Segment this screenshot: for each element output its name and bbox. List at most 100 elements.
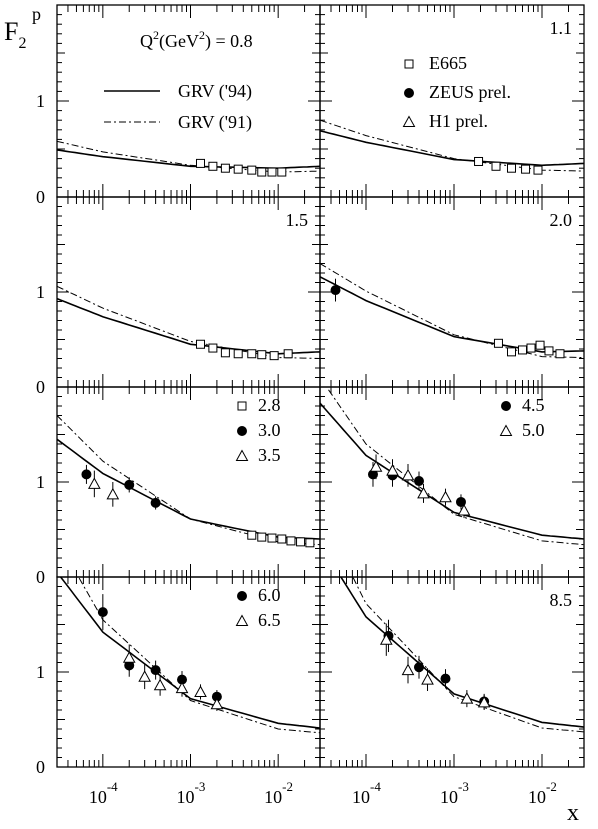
triangle-point [439, 490, 452, 503]
square-point [521, 164, 531, 174]
legend-q2-value: 2.8 [258, 395, 281, 415]
square-point [517, 345, 527, 355]
legend-q2-value: 4.5 [522, 395, 545, 415]
q2-value-label: 1.5 [286, 210, 309, 230]
triangle-point [122, 651, 136, 663]
square-point [533, 165, 543, 175]
panel-7: 6.0 6.5 1 0 [36, 576, 321, 777]
legend-square-marker [404, 59, 414, 69]
legend-triangle-marker [235, 449, 249, 461]
legend-circle-marker [501, 401, 511, 411]
triangle-point [87, 477, 101, 489]
square-point [277, 167, 287, 177]
triangle-point [379, 633, 393, 645]
y-axis-sup: p [32, 4, 41, 24]
legend-q2-value: 6.5 [258, 610, 281, 630]
curve-grv91 [77, 577, 320, 734]
q2-value-label: 8.5 [550, 590, 573, 610]
circle-point [330, 285, 341, 296]
square-point [257, 350, 267, 360]
triangle-point [477, 695, 491, 708]
y-tick-label: 0 [36, 757, 45, 777]
curve-grv94 [339, 577, 584, 728]
y-tick-label: 1 [36, 662, 45, 682]
legend-curve-label: GRV ('91) [178, 112, 252, 133]
x-tick-label: 10-4 [352, 779, 381, 807]
triangle-point [369, 460, 383, 472]
triangle-point [417, 486, 430, 499]
triangle-point [457, 503, 471, 516]
y-tick-label: 0 [36, 567, 45, 587]
legend-square-marker [237, 401, 247, 411]
legend-circle-marker [237, 426, 247, 436]
curves [57, 415, 320, 546]
legend-curve-label: GRV ('94) [178, 81, 252, 102]
x-tick-exponent: -4 [107, 779, 118, 794]
square-point [267, 167, 277, 177]
curves [57, 285, 320, 359]
square-point [233, 164, 243, 174]
triangle-point [175, 681, 189, 694]
y-tick-label: 1 [36, 282, 45, 302]
square-point [296, 537, 306, 547]
square-point [493, 338, 503, 348]
curve-grv94 [57, 149, 320, 170]
curves [339, 577, 584, 733]
x-axis-label: x [567, 800, 579, 824]
panel-6: 4.55.0 [319, 386, 585, 578]
square-point [220, 348, 230, 358]
x-tick-exponent: -3 [195, 779, 206, 794]
curve-grv91 [57, 415, 320, 546]
legend-q2-value: 3.0 [258, 420, 281, 440]
panel-2: 1.1 [319, 4, 585, 198]
legend-q2-value: 5.0 [522, 420, 545, 440]
square-point [286, 536, 296, 546]
curve-grv91 [57, 285, 320, 359]
circle-point [455, 496, 466, 507]
q2-value-label: 1.1 [550, 18, 573, 38]
circle-point [440, 673, 451, 684]
square-point [267, 533, 277, 543]
curve-grv94 [320, 276, 584, 353]
circle-point [124, 479, 135, 490]
x-tick-exponent: -2 [282, 779, 293, 794]
square-point [277, 534, 287, 544]
q2-sup: 2 [153, 28, 159, 42]
gev-sup: 2 [199, 28, 205, 42]
curve-grv94 [59, 577, 320, 729]
legend-experiment-label: ZEUS prel. [429, 82, 511, 102]
square-point [195, 339, 205, 349]
square-point [220, 163, 230, 173]
x-tick-exponent: -4 [370, 779, 381, 794]
square-point [195, 158, 205, 168]
circle-point [413, 476, 424, 487]
square-point [506, 347, 516, 357]
x-tick-label: 10-4 [89, 779, 118, 807]
square-point [491, 161, 501, 171]
legend-q2-value: 6.0 [258, 585, 281, 605]
circle-point [97, 607, 108, 618]
square-point [233, 349, 243, 359]
curve-grv94 [57, 297, 320, 355]
legend-triangle-marker [402, 115, 416, 127]
triangle-point [106, 487, 120, 500]
panel-5: 2.8 3.0 3.5 1 0 [36, 386, 321, 587]
y-tick-label: 1 [36, 91, 45, 111]
square-point [535, 340, 545, 350]
triangle-point [386, 464, 399, 476]
panel-8: 8.5 [319, 576, 585, 768]
legend-triangle-marker [499, 424, 513, 436]
panel-frame [56, 576, 321, 768]
y-axis-sub: 2 [18, 35, 26, 52]
panel-3: 1.5 1 0 [36, 196, 321, 397]
legend-circle-marker [237, 591, 247, 601]
circle-point [150, 665, 161, 676]
x-tick-exponent: -3 [458, 779, 469, 794]
circle-point [81, 469, 92, 480]
triangle-point [460, 692, 474, 704]
square-point [544, 346, 554, 356]
triangle-point [138, 670, 152, 682]
y-tick-label: 1 [36, 472, 45, 492]
circle-point [413, 662, 424, 673]
